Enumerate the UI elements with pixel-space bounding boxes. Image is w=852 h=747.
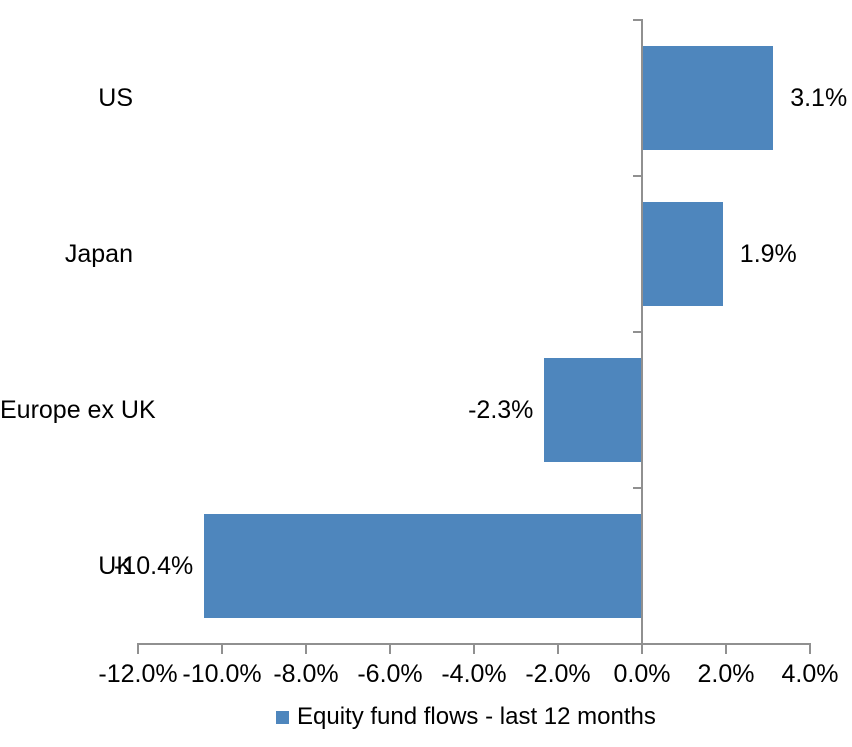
- data-label-europe-ex-uk: -2.3%: [468, 396, 534, 424]
- x-tick-label-2-0: -2.0%: [525, 660, 591, 688]
- x-tick-label-10-0: -10.0%: [182, 660, 262, 688]
- zero-axis-line: [641, 19, 643, 645]
- x-axis-tick: [809, 643, 811, 654]
- bar-japan: [643, 202, 723, 306]
- category-axis-tick: [633, 487, 642, 489]
- x-tick-label-8-0: -8.0%: [273, 660, 339, 688]
- category-label-europe-ex-uk: Europe ex UK: [0, 396, 156, 424]
- x-axis-tick: [137, 643, 139, 654]
- x-tick-label-12-0: -12.0%: [98, 660, 178, 688]
- x-axis-tick: [221, 643, 223, 654]
- category-axis-tick: [633, 175, 642, 177]
- x-axis-tick: [557, 643, 559, 654]
- x-axis-tick: [641, 643, 643, 654]
- category-label-us: US: [98, 84, 133, 112]
- x-axis-tick: [305, 643, 307, 654]
- x-tick-label-2-0: 2.0%: [697, 660, 755, 688]
- data-label-japan: 1.9%: [739, 240, 797, 268]
- bar-uk: [204, 514, 641, 618]
- x-tick-label-6-0: -6.0%: [357, 660, 423, 688]
- legend: Equity fund flows - last 12 months: [276, 701, 656, 733]
- category-axis-tick: [633, 19, 642, 21]
- category-axis-tick: [633, 331, 642, 333]
- x-axis-tick: [725, 643, 727, 654]
- data-label-us: 3.1%: [790, 84, 848, 112]
- category-label-uk: UK: [98, 552, 133, 580]
- x-tick-label-0-0: 0.0%: [613, 660, 671, 688]
- bar-europe-ex-uk: [544, 358, 641, 462]
- x-tick-label-4-0: 4.0%: [781, 660, 839, 688]
- x-axis-tick: [473, 643, 475, 654]
- data-label-uk: -10.4%: [113, 552, 194, 580]
- legend-color-swatch-icon: [276, 710, 289, 724]
- x-axis-tick: [389, 643, 391, 654]
- bar-us: [643, 46, 774, 150]
- x-tick-label-4-0: -4.0%: [441, 660, 507, 688]
- legend-series-label: Equity fund flows - last 12 months: [297, 703, 656, 730]
- category-label-japan: Japan: [64, 240, 133, 268]
